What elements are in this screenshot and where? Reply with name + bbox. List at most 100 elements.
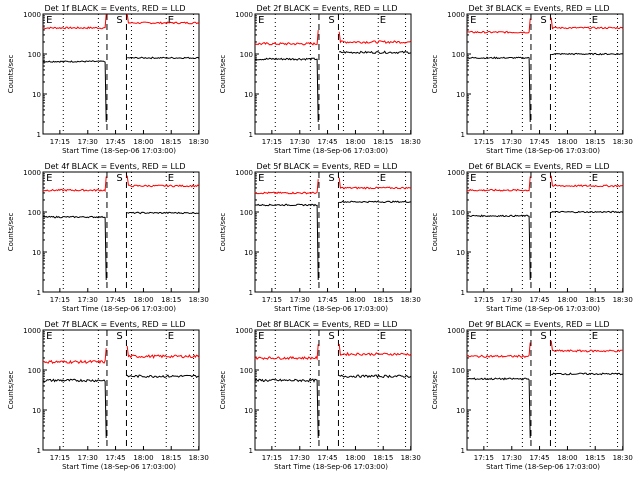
lld-series-line <box>254 344 319 361</box>
y-tick-label: 1 <box>37 131 41 139</box>
events-series-line <box>254 203 319 281</box>
y-tick-label: 1000 <box>235 169 253 177</box>
x-tick-label: 17:45 <box>105 138 125 146</box>
x-tick-label: 17:15 <box>50 138 70 146</box>
x-tick-label: 17:30 <box>290 296 310 304</box>
plot-frame <box>254 13 412 135</box>
x-tick-label: 17:15 <box>262 138 282 146</box>
x-tick-label: 17:45 <box>317 138 337 146</box>
marker-e-0: E <box>258 173 264 184</box>
plot-frame <box>466 329 624 451</box>
marker-e-0: E <box>258 331 264 342</box>
y-tick-label: 1 <box>37 289 41 297</box>
y-tick-label: 10 <box>32 91 41 99</box>
y-tick-label: 10 <box>244 91 253 99</box>
y-tick-label: 1000 <box>23 327 41 335</box>
y-tick-label: 1 <box>249 131 253 139</box>
lld-series-line <box>126 346 200 360</box>
lld-series-line <box>550 175 624 188</box>
y-tick-label: 1000 <box>447 327 465 335</box>
y-axis-label: Counts/sec <box>431 213 439 252</box>
y-axis-label: Counts/sec <box>219 55 227 94</box>
panel-8: Det 8f BLACK = Events, RED = LLD 1 10 100 10… <box>219 320 421 471</box>
panel-title: Det 3f BLACK = Events, RED = LLD <box>468 4 609 13</box>
x-axis-label: Start Time (18-Sep-06 17:03:00) <box>62 463 176 471</box>
y-tick-label: 10 <box>244 407 253 415</box>
lld-series-line <box>550 340 624 353</box>
plot-frame <box>42 13 200 135</box>
marker-s-1: S <box>328 173 334 184</box>
y-tick-label: 100 <box>28 209 41 217</box>
events-series-line <box>42 60 107 123</box>
y-tick-label: 10 <box>456 407 465 415</box>
events-series-line <box>550 210 624 214</box>
lld-series-line <box>126 175 200 188</box>
events-series-line <box>339 200 412 204</box>
y-tick-label: 100 <box>240 209 253 217</box>
x-tick-label: 18:30 <box>189 138 209 146</box>
panel-title: Det 6f BLACK = Events, RED = LLD <box>468 162 609 171</box>
marker-s-1: S <box>540 331 546 342</box>
lld-series-line <box>126 13 200 25</box>
y-tick-label: 100 <box>452 367 465 375</box>
events-series-line <box>127 56 200 60</box>
x-tick-label: 17:45 <box>105 296 125 304</box>
lld-series-line <box>254 179 319 195</box>
y-axis-label: Counts/sec <box>7 55 15 94</box>
x-tick-label: 17:15 <box>474 454 494 462</box>
y-tick-label: 1000 <box>447 11 465 19</box>
x-tick-label: 18:00 <box>345 296 365 304</box>
marker-e-0: E <box>258 15 264 26</box>
x-tick-label: 18:30 <box>189 454 209 462</box>
x-tick-label: 18:15 <box>585 296 605 304</box>
x-tick-label: 18:00 <box>557 138 577 146</box>
x-tick-label: 18:30 <box>401 296 421 304</box>
x-tick-label: 17:45 <box>529 296 549 304</box>
panel-title: Det 9f BLACK = Events, RED = LLD <box>468 320 609 329</box>
panel-4: Det 4f BLACK = Events, RED = LLD 1 10 100 10… <box>7 162 209 313</box>
x-tick-label: 17:45 <box>105 454 125 462</box>
y-tick-label: 10 <box>244 249 253 257</box>
panel-1: Det 1f BLACK = Events, RED = LLD 1 10 100 10… <box>7 4 209 155</box>
x-tick-label: 18:15 <box>585 454 605 462</box>
y-tick-label: 1 <box>249 289 253 297</box>
x-axis-label: Start Time (18-Sep-06 17:03:00) <box>486 305 600 313</box>
x-tick-label: 18:15 <box>373 296 393 304</box>
marker-s-1: S <box>328 331 334 342</box>
marker-e-0: E <box>470 15 476 26</box>
events-series-line <box>42 215 107 281</box>
x-tick-label: 18:30 <box>401 138 421 146</box>
lld-series-line <box>338 343 412 357</box>
y-axis-label: Counts/sec <box>7 213 15 252</box>
panel-title: Det 7f BLACK = Events, RED = LLD <box>44 320 185 329</box>
x-axis-label: Start Time (18-Sep-06 17:03:00) <box>486 147 600 155</box>
panel-6: Det 6f BLACK = Events, RED = LLD 1 10 100 10… <box>431 162 633 313</box>
panel-5: Det 5f BLACK = Events, RED = LLD 1 10 100 10… <box>219 162 421 313</box>
x-tick-label: 17:30 <box>78 138 98 146</box>
marker-s-1: S <box>116 173 122 184</box>
x-tick-label: 17:45 <box>317 296 337 304</box>
x-tick-label: 17:15 <box>262 454 282 462</box>
y-tick-label: 10 <box>456 91 465 99</box>
marker-e-2: E <box>168 173 174 184</box>
x-axis-label: Start Time (18-Sep-06 17:03:00) <box>62 305 176 313</box>
events-series-line <box>126 374 200 379</box>
events-series-line <box>466 56 531 123</box>
marker-e-0: E <box>46 331 52 342</box>
y-tick-label: 100 <box>452 209 465 217</box>
marker-e-2: E <box>592 173 598 184</box>
x-tick-label: 18:30 <box>613 296 633 304</box>
x-tick-label: 18:00 <box>133 138 153 146</box>
panel-9: Det 9f BLACK = Events, RED = LLD 1 10 100 10… <box>431 320 633 471</box>
panel-title: Det 4f BLACK = Events, RED = LLD <box>44 162 185 171</box>
y-tick-label: 100 <box>240 367 253 375</box>
marker-e-2: E <box>380 173 386 184</box>
y-tick-label: 100 <box>240 51 253 59</box>
y-tick-label: 1 <box>461 289 465 297</box>
x-tick-label: 18:00 <box>345 138 365 146</box>
plot-frame <box>466 13 624 135</box>
x-tick-label: 18:00 <box>557 454 577 462</box>
events-series-line <box>551 52 624 56</box>
x-tick-label: 17:45 <box>529 138 549 146</box>
events-series-line <box>339 50 412 55</box>
